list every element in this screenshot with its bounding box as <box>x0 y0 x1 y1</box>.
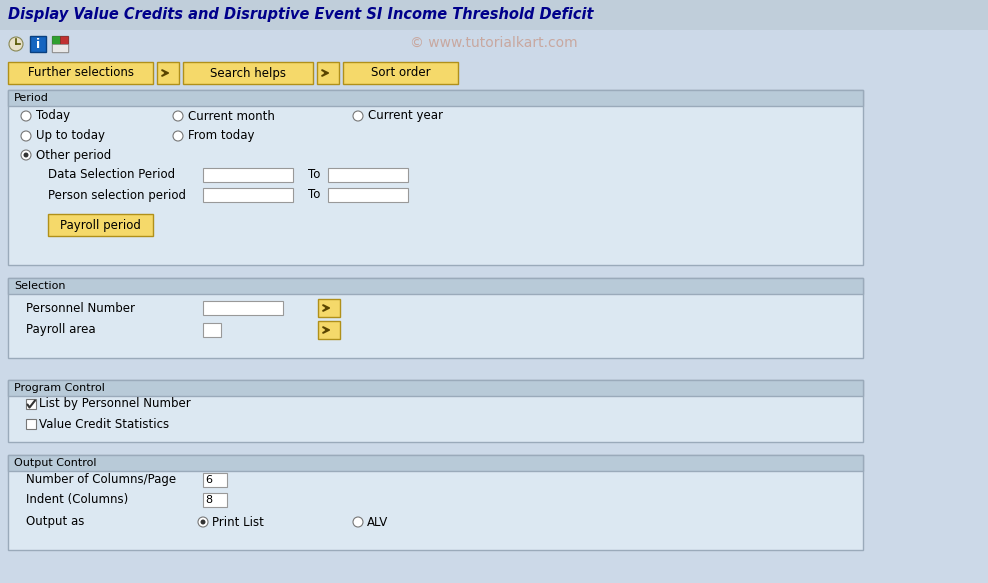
Text: Period: Period <box>14 93 48 103</box>
Bar <box>8 278 863 294</box>
Text: List by Personnel Number: List by Personnel Number <box>39 398 191 410</box>
Bar <box>30 36 46 52</box>
Bar <box>8 455 863 550</box>
Circle shape <box>201 519 206 525</box>
Bar <box>8 380 863 396</box>
Text: Output Control: Output Control <box>14 458 97 468</box>
Circle shape <box>21 150 31 160</box>
Text: Output as: Output as <box>26 515 84 529</box>
Bar <box>8 278 863 358</box>
Text: Value Credit Statistics: Value Credit Statistics <box>39 417 169 430</box>
Text: Sort order: Sort order <box>370 66 431 79</box>
Text: Payroll period: Payroll period <box>60 219 141 231</box>
Bar <box>8 380 863 442</box>
Bar <box>203 493 227 507</box>
Text: Current month: Current month <box>188 110 275 122</box>
Text: 8: 8 <box>206 495 212 505</box>
Text: To: To <box>308 168 320 181</box>
Bar <box>203 473 227 487</box>
Text: To: To <box>308 188 320 202</box>
Text: Payroll area: Payroll area <box>26 324 96 336</box>
Circle shape <box>21 111 31 121</box>
Bar <box>328 168 408 182</box>
Bar <box>26 399 36 409</box>
Text: Print List: Print List <box>212 515 264 529</box>
Text: © www.tutorialkart.com: © www.tutorialkart.com <box>410 36 578 50</box>
Bar <box>8 90 863 265</box>
Text: Current year: Current year <box>368 110 443 122</box>
Text: Up to today: Up to today <box>36 129 105 142</box>
Bar <box>52 36 68 52</box>
Text: Search helps: Search helps <box>210 66 286 79</box>
Bar <box>318 321 340 339</box>
Text: Personnel Number: Personnel Number <box>26 301 135 314</box>
Text: From today: From today <box>188 129 255 142</box>
Text: Number of Columns/Page: Number of Columns/Page <box>26 473 176 486</box>
Bar <box>0 30 988 56</box>
Text: Program Control: Program Control <box>14 383 105 393</box>
Text: ALV: ALV <box>367 515 388 529</box>
Circle shape <box>173 131 183 141</box>
Bar <box>8 62 153 84</box>
Bar <box>203 168 293 182</box>
Circle shape <box>353 517 363 527</box>
Bar <box>203 301 283 315</box>
Bar <box>343 62 458 84</box>
Circle shape <box>24 153 29 157</box>
Bar <box>52 36 60 44</box>
Bar <box>8 455 863 471</box>
Bar <box>318 299 340 317</box>
Bar <box>203 188 293 202</box>
Bar <box>52 44 68 52</box>
Circle shape <box>353 111 363 121</box>
Bar <box>328 188 408 202</box>
Bar <box>317 62 339 84</box>
Text: Other period: Other period <box>36 149 112 161</box>
Circle shape <box>173 111 183 121</box>
Bar <box>0 0 988 30</box>
Circle shape <box>9 37 23 51</box>
Bar <box>203 323 221 337</box>
Text: Display Value Credits and Disruptive Event SI Income Threshold Deficit: Display Value Credits and Disruptive Eve… <box>8 8 594 23</box>
Circle shape <box>21 131 31 141</box>
Bar <box>26 419 36 429</box>
Text: Selection: Selection <box>14 281 65 291</box>
Text: Indent (Columns): Indent (Columns) <box>26 493 128 507</box>
Text: Today: Today <box>36 110 70 122</box>
Bar <box>60 36 68 44</box>
Bar <box>183 62 313 84</box>
Text: i: i <box>36 37 41 51</box>
Bar <box>48 214 153 236</box>
Text: Data Selection Period: Data Selection Period <box>48 168 175 181</box>
Circle shape <box>198 517 208 527</box>
Bar <box>8 90 863 106</box>
Text: Further selections: Further selections <box>28 66 133 79</box>
Bar <box>157 62 179 84</box>
Text: 6: 6 <box>206 475 212 485</box>
Text: Person selection period: Person selection period <box>48 188 186 202</box>
